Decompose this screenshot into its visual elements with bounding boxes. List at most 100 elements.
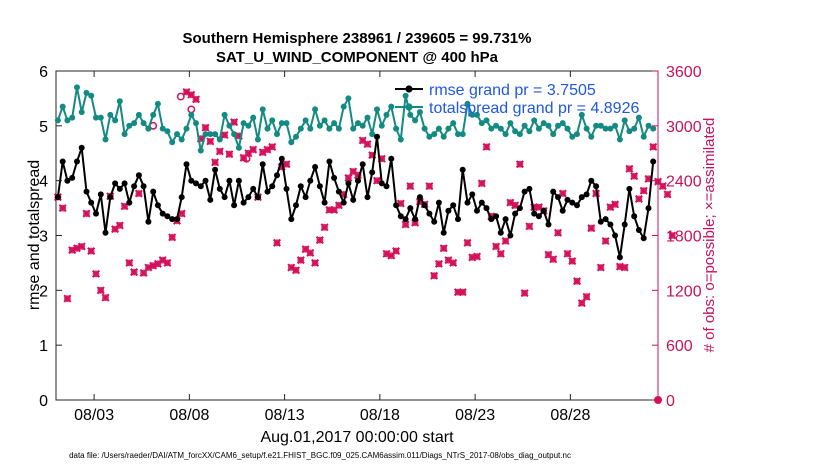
totalspread-point <box>497 125 504 132</box>
assimilated-obs-point <box>272 238 281 247</box>
totalspread-point <box>512 128 519 135</box>
totalspread-point <box>154 100 161 107</box>
rmse-point <box>412 216 419 223</box>
x-tick-label: 08/03 <box>74 407 114 424</box>
totalspread-point <box>150 111 157 118</box>
assimilated-obs-point <box>125 258 134 267</box>
assimilated-obs-cross <box>520 289 529 298</box>
totalspread-point <box>493 122 500 129</box>
assimilated-obs-point <box>587 224 596 233</box>
assimilated-obs-point <box>87 247 96 256</box>
assimilated-obs-cross <box>249 145 258 154</box>
totalspread-point <box>250 114 257 121</box>
totalspread-point <box>350 125 357 132</box>
totalspread-point <box>469 111 476 118</box>
totalspread-point <box>93 114 99 121</box>
assimilated-obs-point <box>625 164 634 173</box>
legend-rmse-marker <box>405 85 413 93</box>
y-tick-label-right: 0 <box>666 393 675 410</box>
assimilated-obs-point <box>501 236 510 245</box>
assimilated-obs-point <box>225 150 234 159</box>
rmse-point <box>245 194 252 201</box>
rmse-point <box>435 199 442 206</box>
assimilated-obs-point <box>130 268 139 277</box>
y-tick-label-left: 3 <box>39 229 48 246</box>
rmse-point <box>621 221 628 228</box>
totalspread-point <box>74 84 80 91</box>
assimilated-obs-cross <box>482 142 491 151</box>
assimilated-obs-cross <box>211 158 220 167</box>
rmse-point <box>450 202 457 209</box>
assimilated-obs-point <box>77 242 86 251</box>
assimilated-obs-cross <box>473 252 482 261</box>
rmse-point <box>269 183 276 190</box>
rmse-point <box>559 207 566 214</box>
rmse-point <box>593 183 600 190</box>
assimilated-obs-cross <box>292 266 301 275</box>
rmse-point <box>526 185 533 192</box>
totalspread-point <box>455 131 461 138</box>
assimilated-obs-cross <box>201 123 210 132</box>
totalspread-point <box>416 109 423 116</box>
rmse-point <box>102 229 109 236</box>
totalspread-point <box>278 120 285 127</box>
rmse-point <box>159 210 166 217</box>
assimilated-obs-cross <box>425 182 434 191</box>
totalspread-point <box>293 133 299 140</box>
totalspread-point <box>202 131 209 138</box>
assimilated-obs-cross <box>96 286 105 295</box>
rmse-point <box>431 218 438 225</box>
totalspread-point <box>440 133 447 140</box>
totalspread-point <box>555 122 561 129</box>
assimilated-obs-cross <box>163 258 172 267</box>
totalspread-point <box>616 136 623 143</box>
rmse-point <box>397 213 404 220</box>
assimilated-obs-point <box>568 257 577 266</box>
assimilated-obs-point <box>649 142 658 151</box>
totalspread-point <box>188 111 195 118</box>
totalspread-point <box>254 136 261 143</box>
totalspread-point <box>283 120 290 127</box>
totalspread-point <box>107 111 114 118</box>
rmse-point <box>426 210 433 217</box>
totalspread-point <box>59 103 66 110</box>
rmse-point <box>307 177 314 184</box>
rmse-point <box>135 172 142 179</box>
totalspread-point <box>259 106 266 113</box>
totalspread-point <box>450 120 457 127</box>
rmse-point <box>459 166 466 173</box>
rmse-point <box>631 213 638 220</box>
assimilated-obs-cross <box>220 130 229 139</box>
assimilated-obs-point <box>520 289 529 298</box>
totalspread-point <box>550 131 557 138</box>
totalspread-point <box>388 103 395 110</box>
rmse-point <box>540 207 547 214</box>
totalspread-point <box>174 131 180 138</box>
assimilated-obs-cross <box>492 242 501 251</box>
legend: rmse grand pr = 3.7505 totalspread grand… <box>395 82 639 117</box>
x-tick-label: 08/18 <box>360 407 400 424</box>
assimilated-obs-point <box>425 182 434 191</box>
totalspread-point <box>335 125 342 132</box>
totalspread-point <box>169 139 176 146</box>
totalspread-point <box>374 106 380 113</box>
totalspread-point <box>345 95 352 102</box>
totalspread-point <box>131 120 138 127</box>
rmse-point <box>378 180 385 187</box>
assimilated-obs-point <box>401 220 410 229</box>
totalspread-point <box>183 125 190 132</box>
totalspread-point <box>102 136 109 143</box>
rmse-point <box>321 199 328 206</box>
rmse-point <box>359 161 366 168</box>
assimilated-obs-cross <box>439 244 448 253</box>
assimilated-obs-point <box>282 160 291 169</box>
rmse-point <box>407 205 414 212</box>
totalspread-point <box>274 131 280 138</box>
assimilated-obs-cross <box>663 190 672 199</box>
totalspread-point <box>435 125 442 132</box>
rmse-point <box>174 216 180 223</box>
totalspread-point <box>264 125 271 132</box>
rmse-point <box>202 177 209 184</box>
totalspread-point <box>83 89 90 96</box>
rmse-point <box>259 161 266 168</box>
